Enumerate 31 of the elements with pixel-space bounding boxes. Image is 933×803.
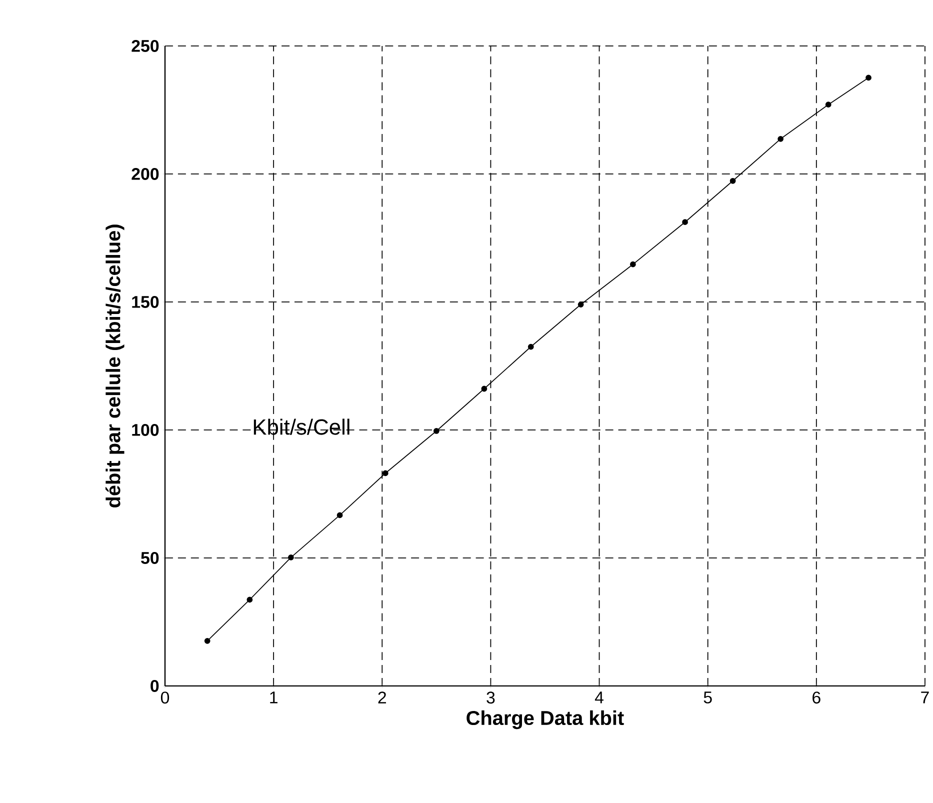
y-tick-label: 150 [132,296,159,308]
point [630,261,636,268]
point [578,302,584,308]
point [528,344,534,350]
point [866,74,872,81]
point [204,638,210,644]
x-tick-label: 3 [486,692,495,704]
y-tick-label: 0 [150,680,159,692]
y-tick-label: 250 [132,40,159,52]
point [433,428,440,434]
x-tick-label: 1 [270,692,278,704]
x-tick-label: 7 [921,692,929,704]
point [825,102,832,108]
point [730,178,736,184]
x-tick-label: 0 [160,692,170,704]
point [246,596,253,603]
y-tick-label: 200 [132,168,159,180]
point [288,554,294,560]
y-tick-label: 100 [132,424,159,436]
x-tick-label: 4 [594,692,604,704]
x-tick-label: 5 [704,692,712,704]
x-tick-label: 6 [812,692,820,704]
point [382,470,388,476]
y-tick-label: 50 [141,552,159,564]
point [336,512,343,518]
point [481,386,488,392]
point [682,219,688,226]
point [778,136,784,142]
y-axis-title: débit par cellule (kbit/s/cellue) [106,224,124,508]
x-axis-title: Charge Data kbit [466,710,624,730]
x-tick-label: 2 [378,692,386,704]
